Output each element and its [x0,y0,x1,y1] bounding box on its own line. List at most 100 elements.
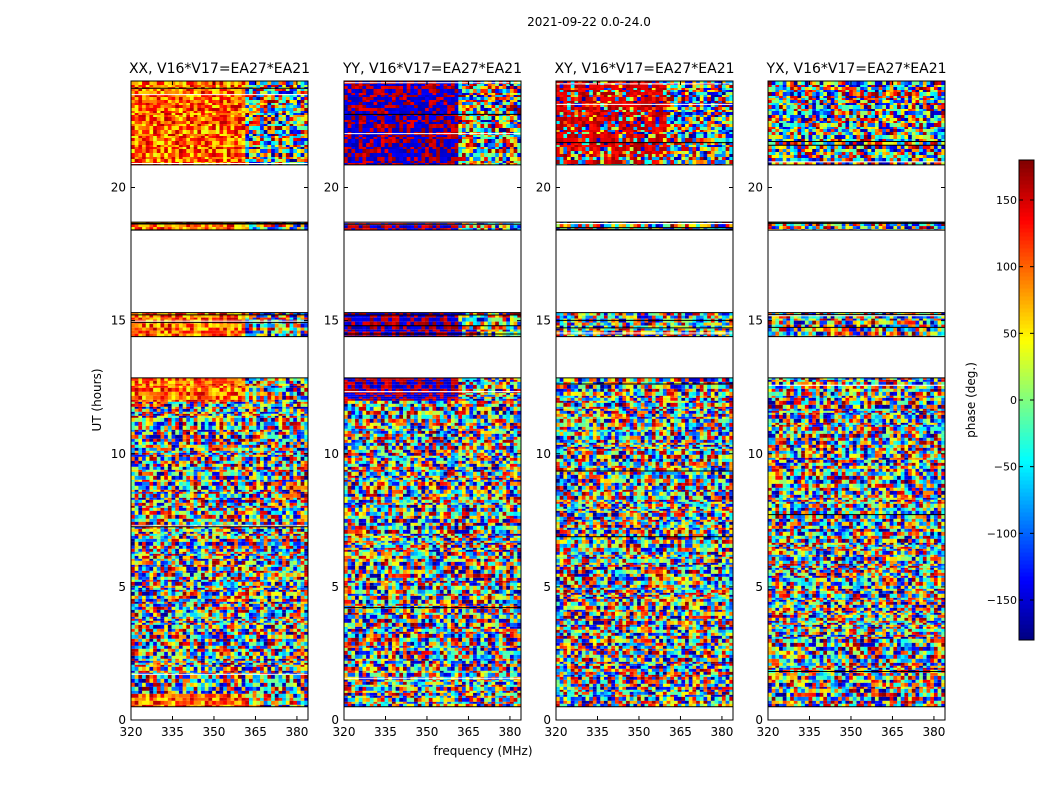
colorbar-segment [1019,492,1034,497]
colorbar-segment [1019,340,1034,345]
colorbar-segment [1019,168,1034,173]
x-tick-label: 365 [244,725,267,739]
colorbar-segment [1019,228,1034,233]
colorbar-segment [1019,636,1034,641]
colorbar-segment [1019,212,1034,217]
colorbar-segment [1019,432,1034,437]
colorbar-segment [1019,164,1034,169]
colorbar-segment [1019,504,1034,509]
colorbar-segment [1019,448,1034,453]
x-tick-label: 320 [120,725,143,739]
colorbar-segment [1019,332,1034,337]
panel-2-phase-map [344,81,521,708]
colorbar-segment [1019,616,1034,621]
x-tick-label: 335 [798,725,821,739]
colorbar-tick-label: 150 [996,194,1017,207]
colorbar-segment [1019,348,1034,353]
colorbar-segment [1019,416,1034,421]
x-tick-label: 365 [881,725,904,739]
colorbar-segment [1019,408,1034,413]
colorbar-segment [1019,428,1034,433]
colorbar-segment [1019,588,1034,593]
colorbar-segment [1019,412,1034,417]
colorbar-segment [1019,436,1034,441]
colorbar-segment [1019,600,1034,605]
colorbar-segment [1019,312,1034,317]
panel-3-frame [555,80,734,721]
x-tick-label: 350 [628,725,651,739]
panel-3-title: XY, V16*V17=EA27*EA21 [554,61,734,77]
colorbar-segment [1019,384,1034,389]
y-tick-label: 15 [324,314,339,328]
colorbar-tick-label: −50 [994,461,1017,474]
colorbar-segment [1019,284,1034,289]
colorbar: 150 100 50 0 −50 −100 −150 [987,159,1035,641]
colorbar-segment [1019,452,1034,457]
colorbar-label: phase (deg.) [964,362,978,438]
colorbar-segment [1019,316,1034,321]
x-tick-label: 320 [545,725,568,739]
y-tick-label: 0 [755,713,763,727]
colorbar-tick-label: 50 [1003,327,1017,340]
colorbar-segment [1019,500,1034,505]
x-tick-label: 320 [333,725,356,739]
colorbar-segment [1019,248,1034,253]
colorbar-segment [1019,180,1034,185]
x-tick-label: 365 [669,725,692,739]
x-tick-label: 380 [498,725,521,739]
x-tick-label: 335 [586,725,609,739]
x-tick-label: 350 [416,725,439,739]
colorbar-segment [1019,296,1034,301]
colorbar-segment [1019,320,1034,325]
colorbar-segment [1019,272,1034,277]
colorbar-segment [1019,204,1034,209]
y-tick-label: 10 [748,447,763,461]
colorbar-segment [1019,560,1034,565]
panel-2-title: YY, V16*V17=EA27*EA21 [342,61,522,77]
colorbar-segment [1019,456,1034,461]
colorbar-segment [1019,532,1034,537]
x-tick-label: 380 [922,725,945,739]
colorbar-segment [1019,356,1034,361]
y-tick-label: 20 [111,181,126,195]
colorbar-segment [1019,196,1034,201]
colorbar-segment [1019,336,1034,341]
y-tick-label: 20 [324,181,339,195]
colorbar-segment [1019,160,1034,165]
colorbar-segment [1019,292,1034,297]
colorbar-segment [1019,260,1034,265]
colorbar-segment [1019,512,1034,517]
y-tick-label: 10 [324,447,339,461]
colorbar-segment [1019,476,1034,481]
y-tick-label: 10 [536,447,551,461]
colorbar-segment [1019,568,1034,573]
panel-1-frame [130,80,309,721]
x-tick-label: 320 [757,725,780,739]
colorbar-segment [1019,516,1034,521]
colorbar-segment [1019,268,1034,273]
colorbar-segment [1019,460,1034,465]
colorbar-segment [1019,176,1034,181]
colorbar-segment [1019,632,1034,637]
colorbar-segment [1019,624,1034,629]
colorbar-segment [1019,360,1034,365]
colorbar-segment [1019,424,1034,429]
panel-4: YX, V16*V17=EA27*EA21 320 335 350 365 380 0 5 10… [748,61,947,739]
colorbar-tick-label: 0 [1010,394,1017,407]
y-tick-label: 20 [748,181,763,195]
x-tick-label: 365 [457,725,480,739]
colorbar-segment [1019,352,1034,357]
colorbar-segment [1019,592,1034,597]
colorbar-segment [1019,628,1034,633]
x-tick-label: 380 [285,725,308,739]
colorbar-segment [1019,208,1034,213]
x-tick-label: 335 [161,725,184,739]
panels-group: XX, V16*V17=EA27*EA21 320 335 350 365 380 0 5 10… [111,61,947,739]
y-axis-label: UT (hours) [90,368,104,431]
colorbar-segment [1019,200,1034,205]
colorbar-segment [1019,508,1034,513]
colorbar-segment [1019,364,1034,369]
colorbar-segment [1019,496,1034,501]
colorbar-segment [1019,304,1034,309]
